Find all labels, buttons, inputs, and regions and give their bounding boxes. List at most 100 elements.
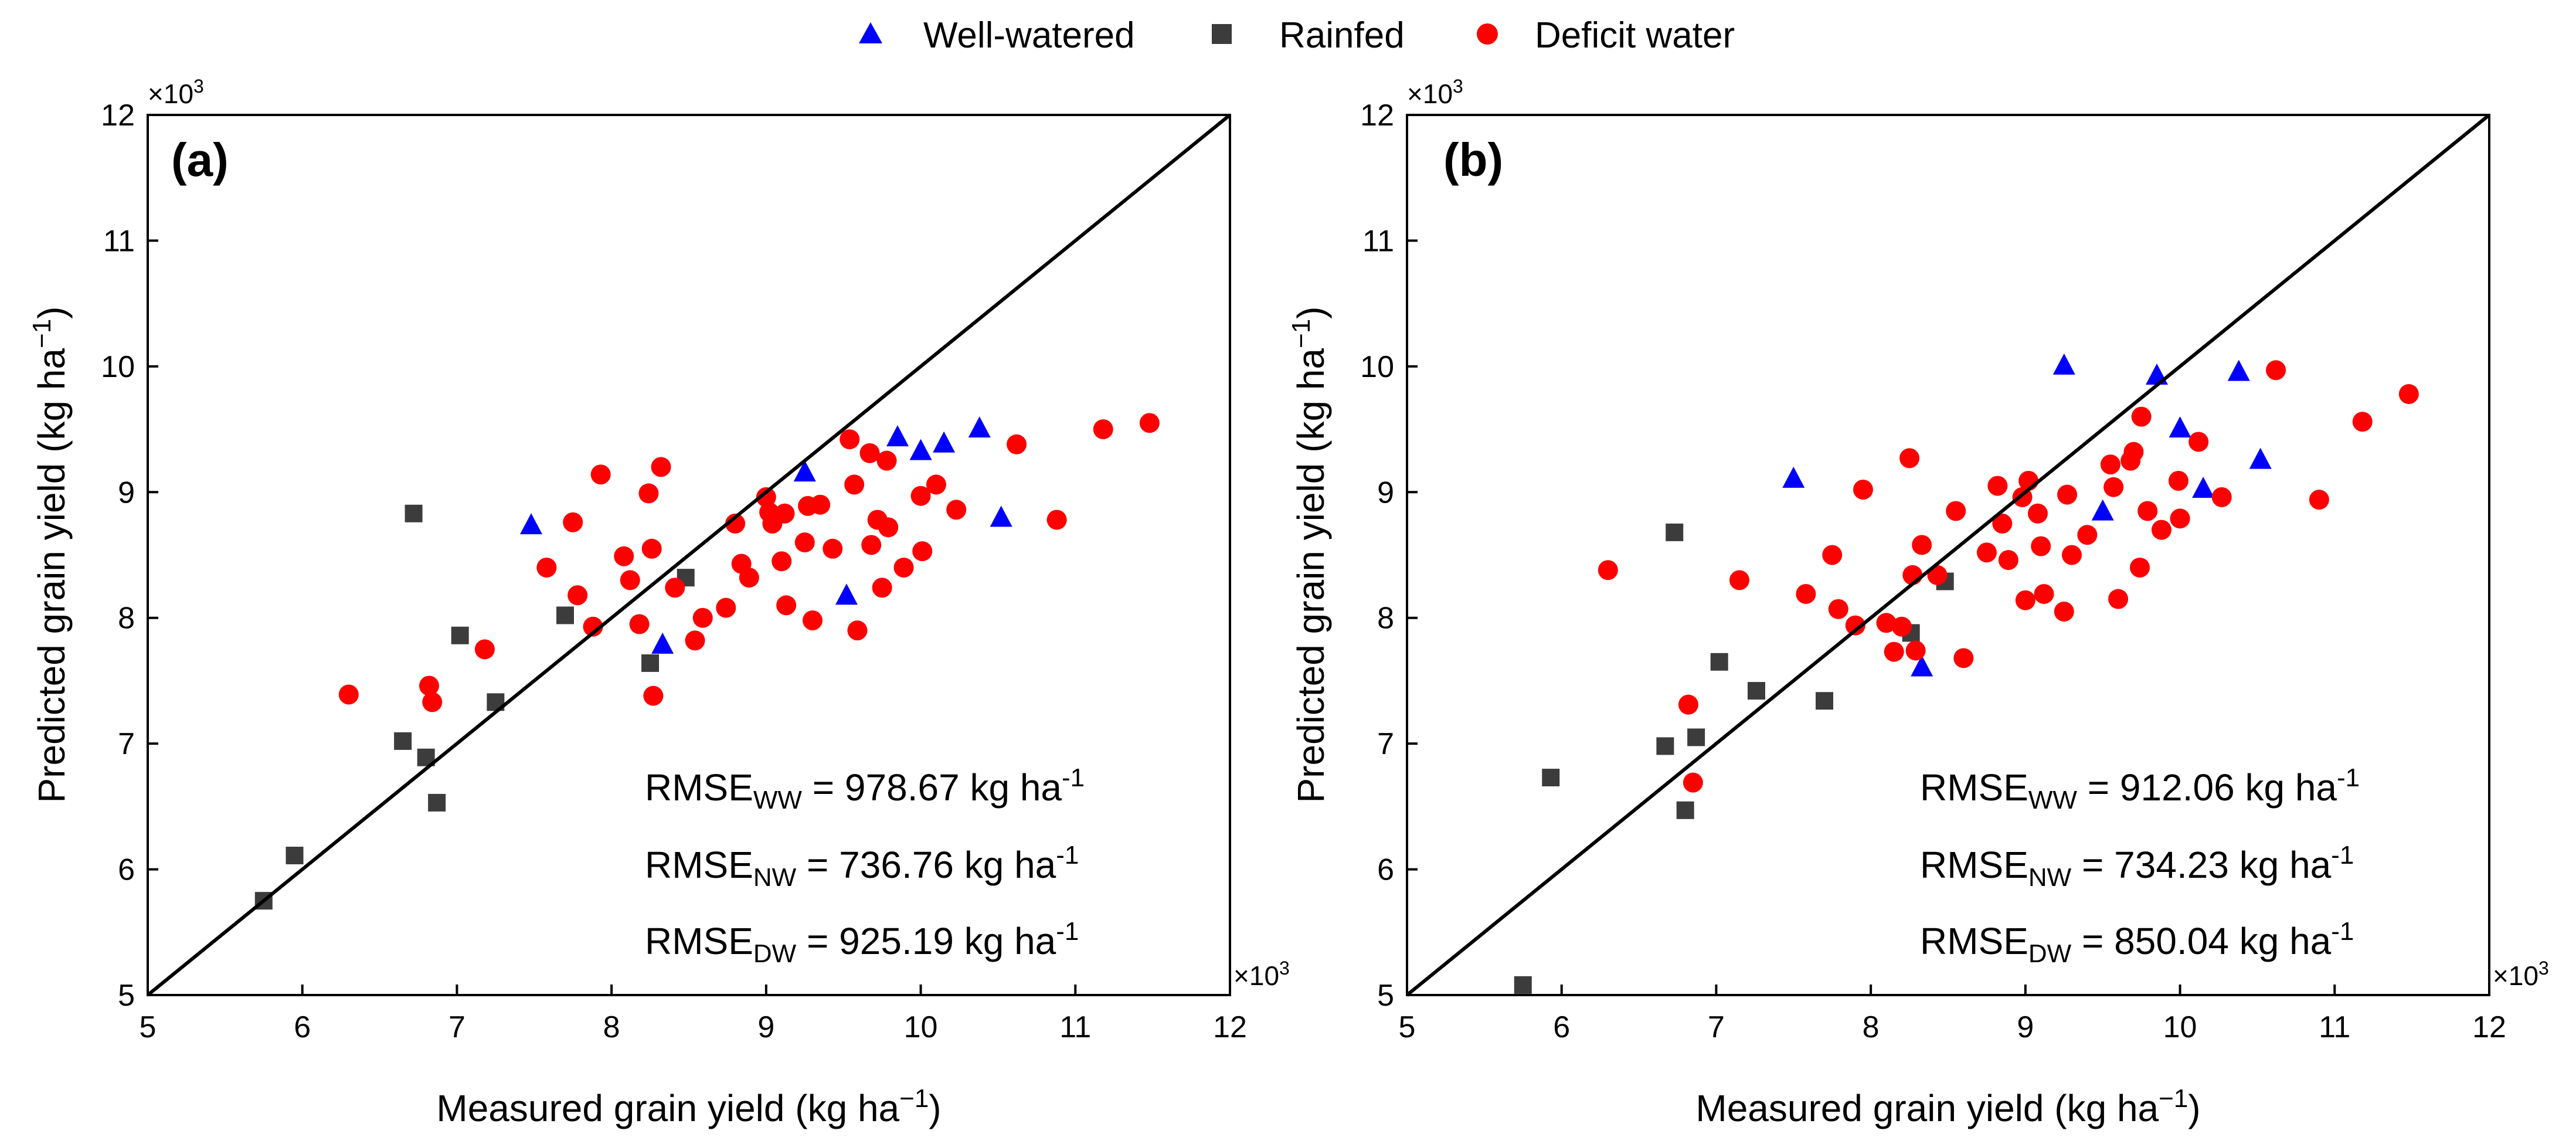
panel-b-x-tick-label: 5 bbox=[1399, 1010, 1416, 1044]
panel-a-point-deficit-water bbox=[910, 486, 931, 506]
rmse-sub: NW bbox=[2028, 863, 2072, 892]
rmse-value: = 736.76 kg ha bbox=[796, 844, 1056, 886]
panel-b-point-deficit-water bbox=[2015, 590, 2035, 610]
panel-a-point-deficit-water bbox=[776, 595, 797, 616]
panel-b-point-rainfed bbox=[1816, 692, 1834, 710]
panel-b-x-multiplier: ×103 bbox=[2493, 958, 2549, 991]
panel-b-one-to-one-line bbox=[1406, 113, 2490, 997]
panel-a-x-axis-label-text: Measured grain yield (kg ha bbox=[436, 1087, 899, 1129]
panel-b-y-multiplier-base: ×10 bbox=[1407, 79, 1453, 109]
panel-a-y-tick-label: 12 bbox=[101, 99, 135, 133]
panel-b-point-deficit-water bbox=[1987, 476, 2008, 496]
panel-a-point-deficit-water bbox=[756, 487, 776, 507]
panel-b-y-tick-label: 9 bbox=[1377, 476, 1394, 510]
panel-a-point-deficit-water bbox=[946, 500, 967, 520]
rmse-sub: WW bbox=[753, 786, 803, 814]
panel-b-point-deficit-water bbox=[1998, 550, 2018, 571]
rmse-prefix: RMSE bbox=[1920, 920, 2028, 962]
rmse-sub: DW bbox=[753, 939, 797, 968]
panel-a-point-rainfed bbox=[451, 626, 469, 644]
panel-a-point-well-watered bbox=[520, 513, 543, 535]
panel-a-point-well-watered bbox=[933, 431, 956, 453]
panel-b-point-rainfed bbox=[1542, 769, 1560, 787]
panel-b-point-deficit-water bbox=[2057, 484, 2078, 505]
panel-b-point-deficit-water bbox=[1876, 613, 1897, 633]
panel-b-y-tick-label: 10 bbox=[1360, 350, 1394, 384]
panel-a-point-deficit-water bbox=[1093, 419, 1113, 440]
panel-a-x-tick-label: 5 bbox=[140, 1010, 157, 1044]
rmse-sub: WW bbox=[2028, 786, 2078, 814]
panel-a-point-deficit-water bbox=[583, 616, 603, 637]
panel-b-point-deficit-water bbox=[2309, 490, 2329, 510]
panel-b-point-deficit-water bbox=[2130, 557, 2150, 578]
panel-b-x-axis-label-exp: −1 bbox=[2159, 1084, 2188, 1113]
panel-b-point-deficit-water bbox=[2061, 545, 2082, 565]
panel-a-point-deficit-water bbox=[665, 578, 685, 598]
panel-b-point-deficit-water bbox=[1976, 542, 1997, 563]
panel-a-rmse-dw: RMSEDW = 925.19 kg ha-1 bbox=[645, 917, 1079, 968]
panel-a-point-deficit-water bbox=[876, 450, 897, 471]
panel-a-x-axis-label-exp: −1 bbox=[899, 1084, 929, 1113]
panel-b-point-deficit-water bbox=[1853, 479, 1873, 500]
panel-b-point-deficit-water bbox=[1899, 448, 1920, 469]
panel-b-point-rainfed bbox=[1676, 801, 1694, 819]
panel-b-point-deficit-water bbox=[2100, 454, 2120, 475]
panel-b-point-deficit-water bbox=[2170, 508, 2190, 529]
panel-b-x-tick-label: 9 bbox=[2017, 1010, 2034, 1044]
panel-b-point-deficit-water bbox=[2034, 583, 2054, 604]
panel-a-y-tick-label: 9 bbox=[118, 476, 135, 510]
panel-a-point-deficit-water bbox=[620, 570, 640, 590]
panel-a-point-rainfed bbox=[556, 606, 575, 624]
panel-b-plot-frame bbox=[1406, 114, 2490, 996]
panel-b-point-deficit-water bbox=[2188, 432, 2209, 452]
panel-b-point-deficit-water bbox=[1927, 565, 1948, 585]
rmse-sup: -1 bbox=[1062, 763, 1085, 792]
rmse-sub: DW bbox=[2028, 939, 2072, 968]
panel-a-x-tick-label: 11 bbox=[1059, 1010, 1091, 1044]
panel-b-rmse-dw: RMSEDW = 850.04 kg ha-1 bbox=[1920, 917, 2354, 968]
panel-b-point-deficit-water bbox=[1598, 560, 1618, 581]
panel-b-point-deficit-water bbox=[2054, 601, 2074, 622]
rmse-sub: NW bbox=[753, 863, 797, 892]
panel-a-point-deficit-water bbox=[567, 585, 588, 606]
panel-b-x-tick-label: 10 bbox=[2163, 1010, 2197, 1044]
rmse-prefix: RMSE bbox=[1920, 766, 2028, 809]
panel-a-y-tick-label: 5 bbox=[118, 979, 135, 1013]
panel-a-point-deficit-water bbox=[847, 620, 868, 641]
panel-a-y-tick-label: 11 bbox=[103, 224, 135, 258]
panel-b-point-deficit-water bbox=[1683, 772, 1703, 793]
panel-b-x-tick-label: 7 bbox=[1708, 1010, 1725, 1044]
panel-b-point-well-watered bbox=[2052, 353, 2075, 375]
panel-a-point-deficit-water bbox=[893, 557, 914, 578]
panel-b-x-tick-label: 11 bbox=[2319, 1010, 2350, 1044]
panel-a-point-deficit-water bbox=[651, 457, 671, 477]
panel-b-ticks: 5 6 7 8 9 10 11 12 5 6 7 8 9 10 11 12 bbox=[1360, 99, 2506, 1044]
panel-b-point-deficit-water bbox=[1912, 535, 1932, 555]
panel-a-x-tick-label: 8 bbox=[603, 1010, 620, 1044]
panel-b-point-deficit-water bbox=[2266, 360, 2286, 381]
rmse-prefix: RMSE bbox=[1920, 844, 2028, 886]
panel-b-points bbox=[1514, 353, 2419, 994]
legend-item-well-watered: Well-watered bbox=[859, 15, 1135, 56]
panel-a-y-multiplier: ×103 bbox=[148, 76, 204, 109]
panel-a-point-deficit-water bbox=[912, 541, 933, 562]
rmse-prefix: RMSE bbox=[645, 844, 753, 886]
panel-a-point-deficit-water bbox=[810, 494, 831, 515]
legend-label-rainfed: Rainfed bbox=[1279, 15, 1405, 56]
panel-b-point-well-watered bbox=[1782, 466, 1805, 488]
panel-a-point-rainfed bbox=[641, 654, 660, 672]
panel-b-point-rainfed bbox=[1514, 976, 1532, 994]
panel-a-point-rainfed bbox=[286, 846, 304, 864]
panel-b-y-tick-label: 8 bbox=[1377, 602, 1394, 636]
legend-label-deficit-water: Deficit water bbox=[1535, 15, 1735, 56]
panel-a-point-deficit-water bbox=[878, 517, 899, 538]
panel-b-point-rainfed bbox=[1687, 728, 1705, 746]
panel-a-point-deficit-water bbox=[774, 503, 795, 524]
panel-a-rmse-ww: RMSEWW = 978.67 kg ha-1 bbox=[645, 763, 1085, 814]
panel-b-y-axis-label-paren: ) bbox=[1290, 306, 1332, 318]
panel-a-y-tick-label: 10 bbox=[101, 350, 135, 384]
panel-a-point-deficit-water bbox=[1046, 510, 1067, 530]
panel-a-point-deficit-water bbox=[590, 464, 611, 485]
